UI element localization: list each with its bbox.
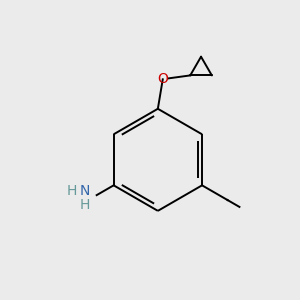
Text: H: H — [67, 184, 77, 198]
Text: O: O — [157, 72, 168, 86]
Text: N: N — [80, 184, 90, 198]
Text: H: H — [80, 198, 90, 212]
